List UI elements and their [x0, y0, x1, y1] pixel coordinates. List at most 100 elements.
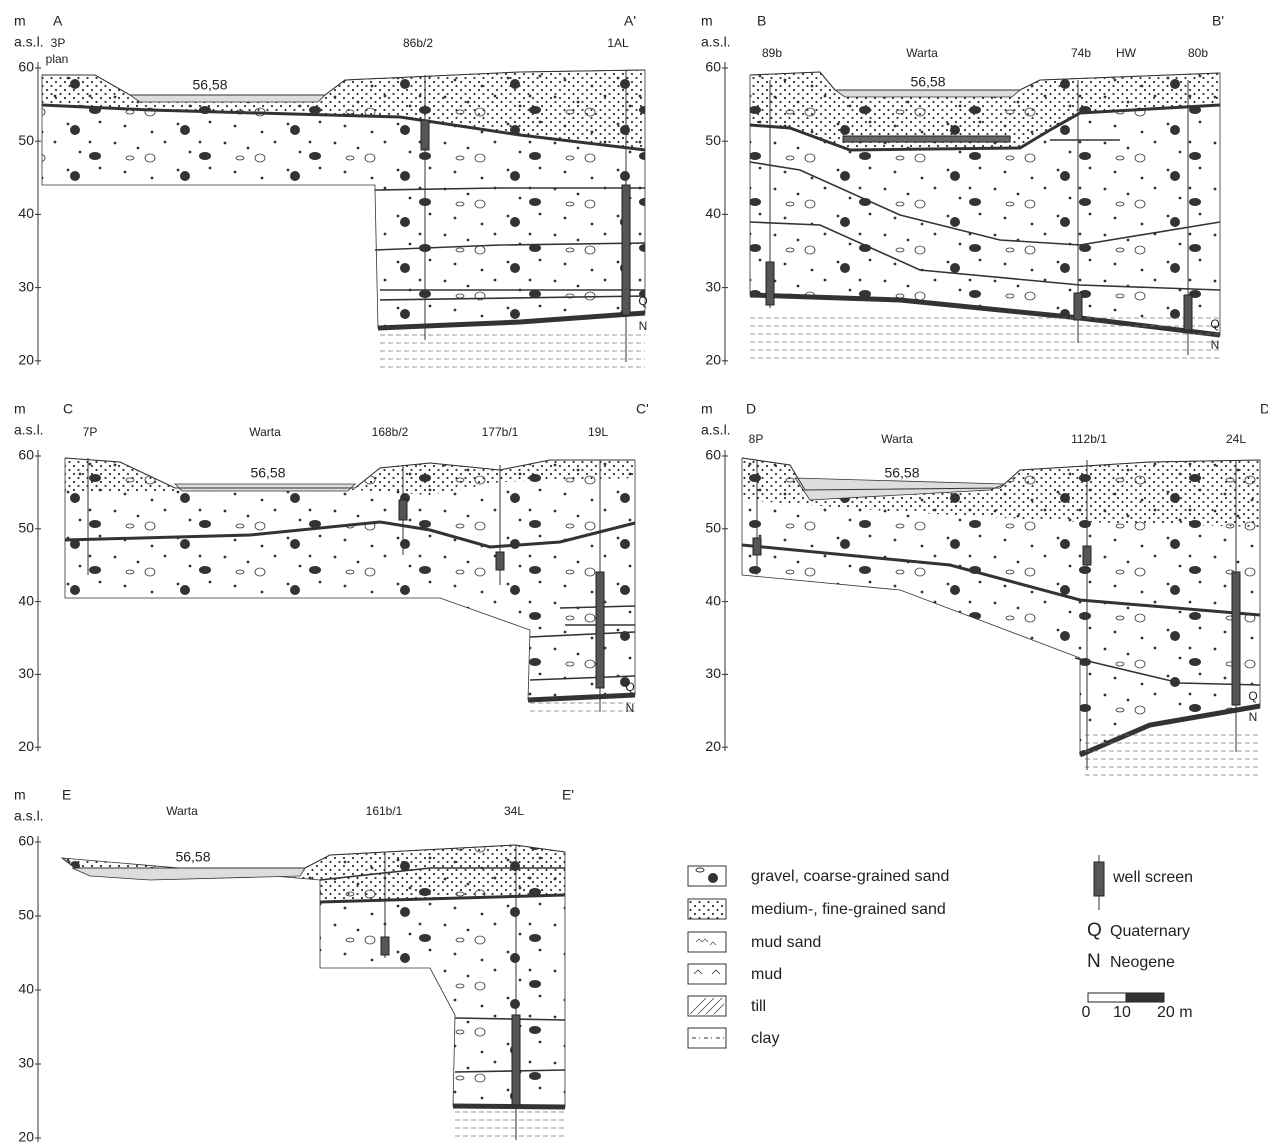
legend-swatch: [687, 931, 727, 953]
legend-label: clay: [751, 1030, 779, 1047]
stratigraphy-symbol: Q: [1248, 689, 1257, 703]
section-end: A': [624, 13, 636, 29]
well-screen: [511, 1014, 521, 1106]
well-screen: [420, 119, 430, 151]
tick-label: 50: [18, 520, 34, 536]
quaternary-base: [527, 692, 636, 703]
legend-label: Quaternary: [1110, 923, 1190, 940]
well-label: 161b/1: [366, 804, 403, 818]
tick-label: 40: [18, 592, 34, 608]
legend-label: mud: [751, 966, 782, 983]
water-level: 56,58: [250, 465, 285, 481]
tick-label: 60: [18, 59, 34, 75]
tick-label: 20: [18, 738, 34, 754]
section-start: B: [757, 13, 766, 29]
stratigraphy-symbol: N: [1087, 951, 1101, 972]
water-level: 56,58: [175, 849, 210, 865]
well-label: 80b: [1188, 46, 1208, 60]
layer-boundary: [454, 1017, 566, 1021]
axis-unit: m: [14, 13, 26, 29]
legend-swatch: [687, 963, 727, 985]
tick-label: 30: [705, 665, 721, 681]
stratigraphy-symbol: N: [1249, 710, 1258, 724]
section-start: C: [63, 401, 73, 417]
cross-section: m a.s.l. 60 50 40 30 20 D D' 8P Warta 112b/1 24L 56,5…: [701, 401, 1268, 776]
tick-label: 60: [18, 447, 34, 463]
layer-boundary: [749, 221, 1221, 291]
layer-boundary: [741, 543, 1261, 617]
well-screen: [1073, 292, 1083, 321]
tick-label: 50: [705, 520, 721, 536]
layer-boundary: [319, 867, 565, 881]
stratigraphy-symbol: Q: [638, 294, 647, 308]
section-end: B': [1212, 13, 1224, 29]
layer-boundary: [64, 520, 636, 549]
layer-boundary: [529, 631, 636, 638]
well-screen: [1231, 571, 1241, 706]
well-label: Warta: [881, 432, 913, 446]
well-label: 168b/2: [372, 425, 409, 439]
section-start: D: [746, 401, 756, 417]
layer-boundary: [319, 893, 566, 904]
lens: [842, 135, 1011, 143]
tick-label: 20: [18, 1129, 34, 1143]
river-water: [71, 867, 306, 881]
stratigraphy-symbol: N: [626, 701, 635, 715]
well-label: 112b/1: [1071, 432, 1107, 446]
well-label: 34L: [504, 804, 524, 818]
layer-boundary: [454, 1069, 566, 1073]
scale-label: 10: [1113, 1004, 1131, 1021]
stratigraphy-symbol: Q: [1210, 317, 1219, 331]
section-end: D': [1260, 401, 1268, 417]
stratigraphy-symbol: Q: [625, 680, 634, 694]
well-label: 24L: [1226, 432, 1246, 446]
layer-boundary: [41, 103, 646, 152]
tick-label: 60: [705, 59, 721, 75]
tick-label: 30: [18, 278, 34, 294]
well-label: 8P: [749, 432, 764, 446]
well-label: 89b: [762, 46, 782, 60]
tick-label: 40: [705, 592, 721, 608]
legend-label: Neogene: [1110, 954, 1175, 971]
tick-label: 20: [705, 352, 721, 368]
well-label: Warta: [166, 804, 198, 818]
layer-boundary: [379, 295, 646, 301]
well-screen: [1183, 294, 1193, 331]
water-level: 56,58: [910, 74, 945, 90]
panels: m a.s.l. 60 50 40 30 20 A A' 3P plan 86b/2 1AL 56,58 Q…: [14, 13, 1268, 1145]
fine-sand: [62, 845, 565, 902]
legend-label: mud sand: [751, 934, 821, 951]
section-start: A: [53, 13, 63, 29]
ground-surface: [42, 69, 646, 96]
section-end: E': [562, 787, 574, 803]
cross-section: m a.s.l. 60 50 40 30 20 C C' 7P Warta 168b/2 177b/1 1…: [14, 401, 649, 754]
water-level: 56,58: [884, 465, 919, 481]
legend-label: well screen: [1112, 869, 1193, 886]
axis-datum: a.s.l.: [14, 34, 44, 50]
stratigraphy-symbol: N: [1211, 338, 1220, 352]
axis-unit: m: [14, 401, 26, 417]
legend-label: till: [751, 998, 766, 1015]
tick-label: 30: [18, 1055, 34, 1071]
fine-sand: [65, 458, 635, 495]
axis-datum: a.s.l.: [14, 808, 44, 824]
axis-datum: a.s.l.: [701, 34, 731, 50]
tick-label: 40: [705, 205, 721, 221]
tick-label: 20: [705, 738, 721, 754]
well-label: 7P: [83, 425, 98, 439]
axis-unit: m: [701, 401, 713, 417]
well-label: 19L: [588, 425, 608, 439]
cross-section: m a.s.l. 60 50 40 30 20 B B' 89b Warta 74b HW 80b 56,5…: [701, 13, 1224, 368]
well-label: Warta: [906, 46, 938, 60]
axis-unit: m: [14, 787, 26, 803]
well-label: 74b: [1071, 46, 1091, 60]
well-label: plan: [46, 52, 69, 66]
tick-label: 30: [18, 665, 34, 681]
sediment-body: [64, 457, 636, 701]
stratigraphy-symbol: N: [639, 319, 648, 333]
tick-label: 40: [18, 981, 34, 997]
ground-surface: [741, 457, 1261, 491]
river-water: [128, 94, 326, 103]
quaternary-base: [749, 292, 1221, 338]
